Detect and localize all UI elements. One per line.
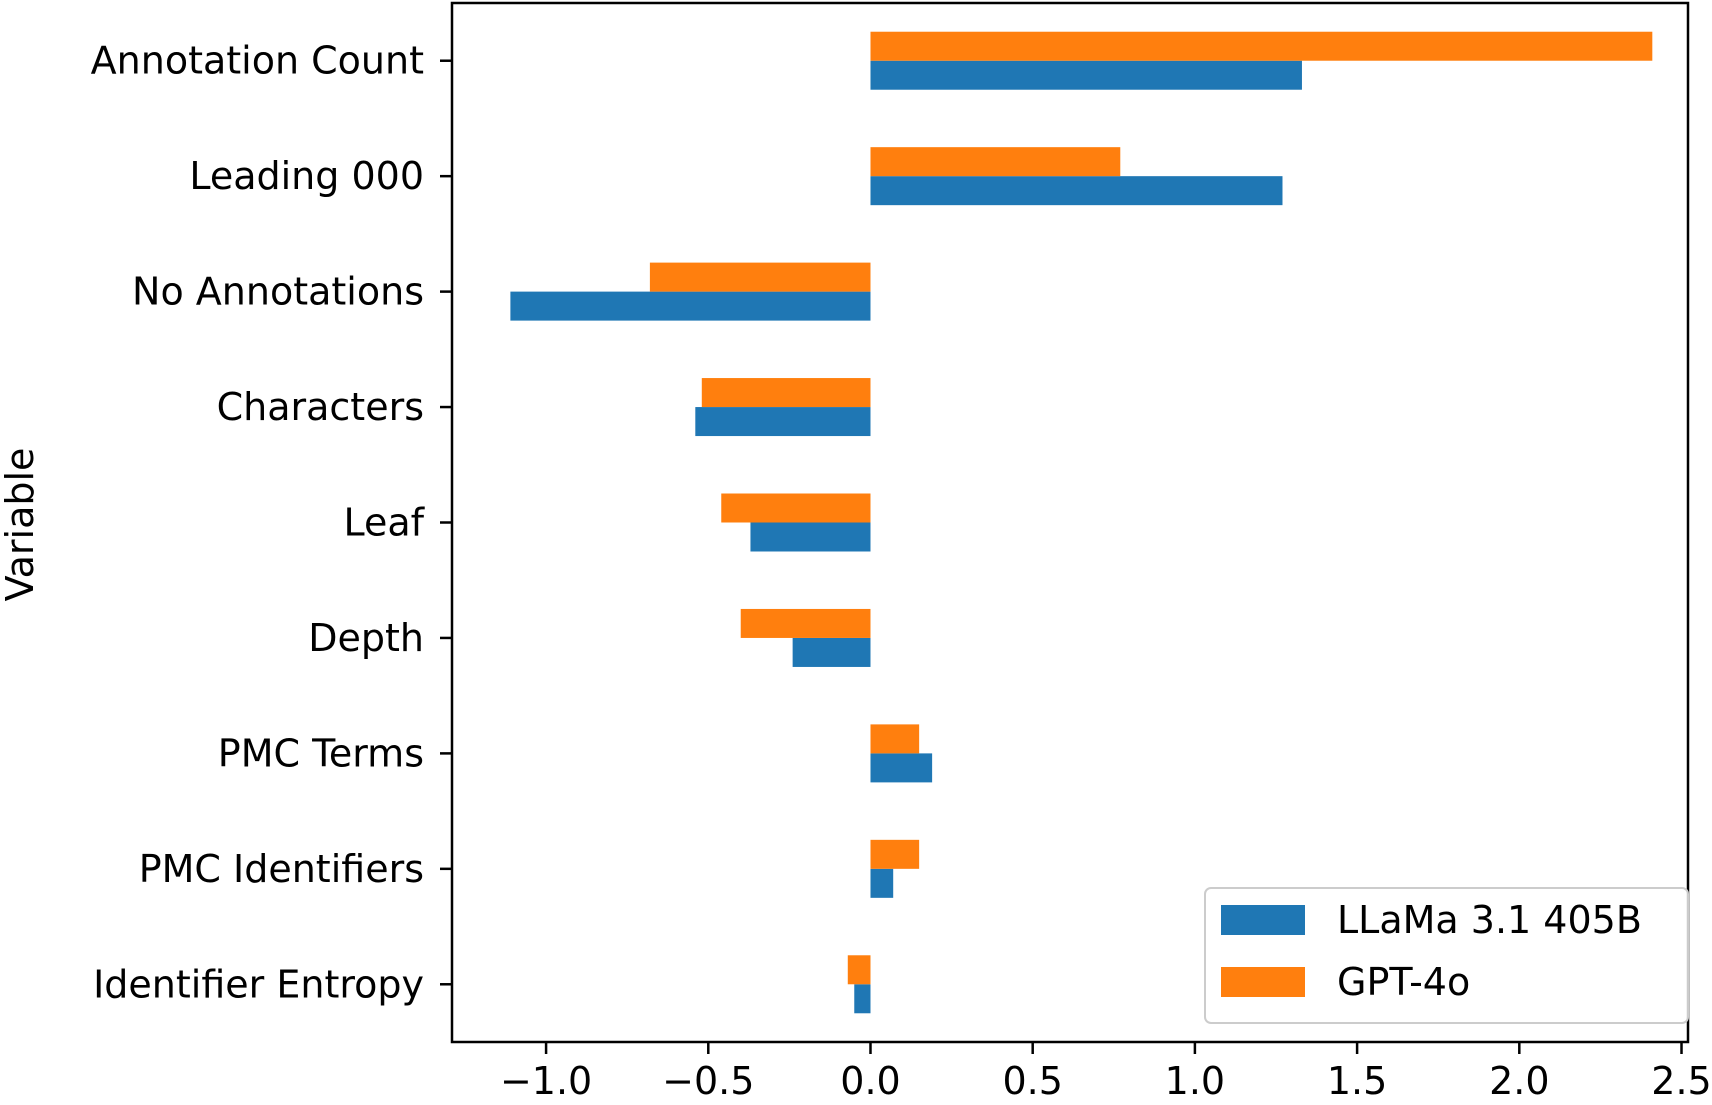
x-tick-label-2: 0.0 — [840, 1059, 900, 1103]
bar-gpt-4o-leaf — [721, 493, 871, 523]
plot-frame — [450, 1, 1690, 1044]
bar-llama-3-1-405b-pmc-identifiers — [870, 868, 894, 898]
y-tick-label-leading-000: Leading 000 — [189, 154, 424, 198]
x-tick-label-0: −1.0 — [500, 1059, 592, 1103]
y-tick-label-annotation-count: Annotation Count — [91, 39, 424, 83]
y-tick-label-leaf: Leaf — [343, 501, 425, 545]
x-tick-label-4: 1.0 — [1165, 1059, 1225, 1103]
y-axis-label: Variable — [0, 448, 42, 602]
y-tick-label-identifier-entropy: Identifier Entropy — [93, 962, 424, 1006]
x-tick-label-7: 2.5 — [1651, 1059, 1711, 1103]
bar-llama-3-1-405b-identifier-entropy — [854, 984, 871, 1014]
bar-gpt-4o-pmc-terms — [870, 724, 920, 754]
bar-gpt-4o-pmc-identifiers — [870, 839, 920, 869]
y-tick-label-no-annotations: No Annotations — [132, 270, 424, 314]
bar-gpt-4o-depth — [740, 608, 871, 638]
legend-label-llama-3-1-405b: LLaMa 3.1 405B — [1337, 898, 1642, 942]
y-axis-ticks: Annotation Count Leading 000 No Annotation… — [91, 39, 452, 1006]
bar-gpt-4o-leading-000 — [870, 147, 1121, 177]
y-tick-label-depth: Depth — [308, 616, 424, 660]
bar-gpt-4o-characters — [701, 378, 871, 408]
x-tick-label-1: −0.5 — [662, 1059, 754, 1103]
y-tick-label-characters: Characters — [217, 385, 424, 429]
bars-group — [510, 31, 1653, 1014]
bar-gpt-4o-annotation-count — [870, 31, 1653, 61]
bar-llama-3-1-405b-pmc-terms — [870, 753, 933, 783]
bar-llama-3-1-405b-leading-000 — [870, 176, 1283, 206]
bar-llama-3-1-405b-annotation-count — [870, 60, 1302, 90]
legend: LLaMa 3.1 405B GPT-4o — [1204, 887, 1689, 1024]
bar-llama-3-1-405b-characters — [695, 407, 871, 437]
x-tick-label-3: 0.5 — [1002, 1059, 1062, 1103]
y-tick-label-pmc-identifiers: PMC Identifiers — [139, 847, 424, 891]
legend-swatch-gpt-4o — [1221, 967, 1305, 997]
bar-llama-3-1-405b-no-annotations — [510, 291, 871, 321]
bar-llama-3-1-405b-leaf — [750, 522, 871, 552]
bar-gpt-4o-no-annotations — [649, 262, 871, 292]
bar-llama-3-1-405b-depth — [792, 637, 871, 667]
legend-label-gpt-4o: GPT-4o — [1337, 960, 1470, 1004]
y-tick-label-pmc-terms: PMC Terms — [218, 731, 424, 775]
x-tick-label-6: 2.0 — [1489, 1059, 1549, 1103]
x-axis-ticks: −1.0 −0.5 0.0 0.5 1.0 1.5 2.0 2.5 — [500, 1042, 1712, 1103]
bar-gpt-4o-identifier-entropy — [847, 955, 871, 985]
legend-box — [1204, 887, 1689, 1024]
x-tick-label-5: 1.5 — [1327, 1059, 1387, 1103]
legend-swatch-llama-3-1-405b — [1221, 905, 1305, 935]
